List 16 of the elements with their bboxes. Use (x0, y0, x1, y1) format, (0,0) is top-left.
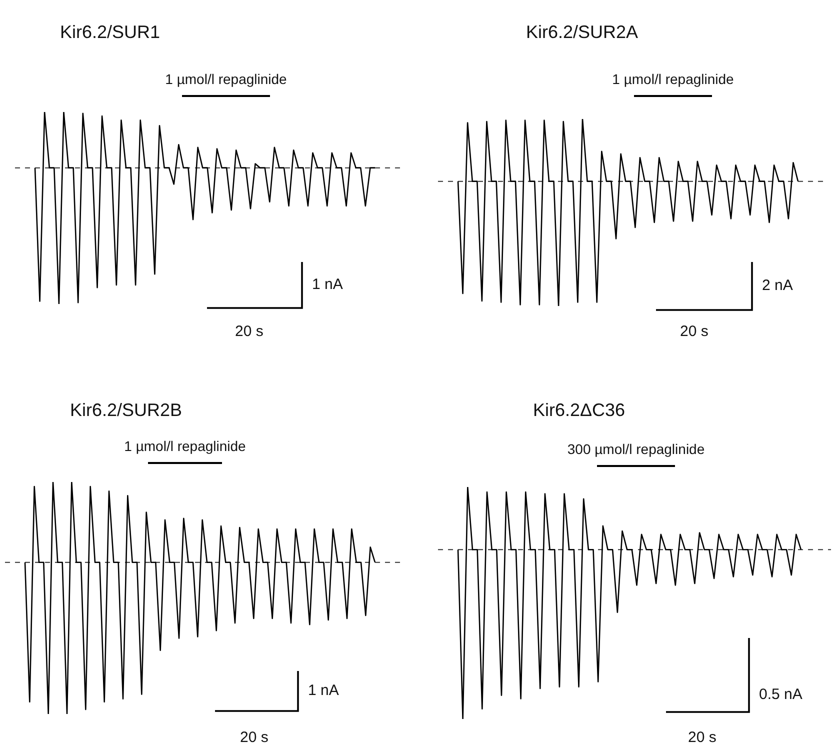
annotation: 1 nA (312, 276, 343, 293)
text: 1 µmol/l repaglinide (612, 71, 734, 87)
annotation: 0.5 nA (759, 686, 802, 703)
chart-title: Kir6.2/SUR1 (60, 22, 160, 43)
chart-title: Kir6.2ΔC36 (533, 400, 626, 421)
annotation: 2 nA (762, 277, 793, 294)
text: 20 s (240, 729, 268, 746)
text: 20 s (688, 729, 716, 746)
text: 20 s (680, 323, 708, 340)
text: 1 µmol/l repaglinide (165, 71, 287, 87)
chart-title: Kir6.2/SUR2B (70, 400, 182, 421)
text: 20 s (235, 323, 264, 340)
annotation: 1 nA (308, 682, 339, 699)
text: 300 µmol/l repaglinide (567, 441, 705, 457)
chart-title: Kir6.2/SUR2A (526, 22, 638, 43)
text: 1 µmol/l repaglinide (124, 438, 246, 454)
